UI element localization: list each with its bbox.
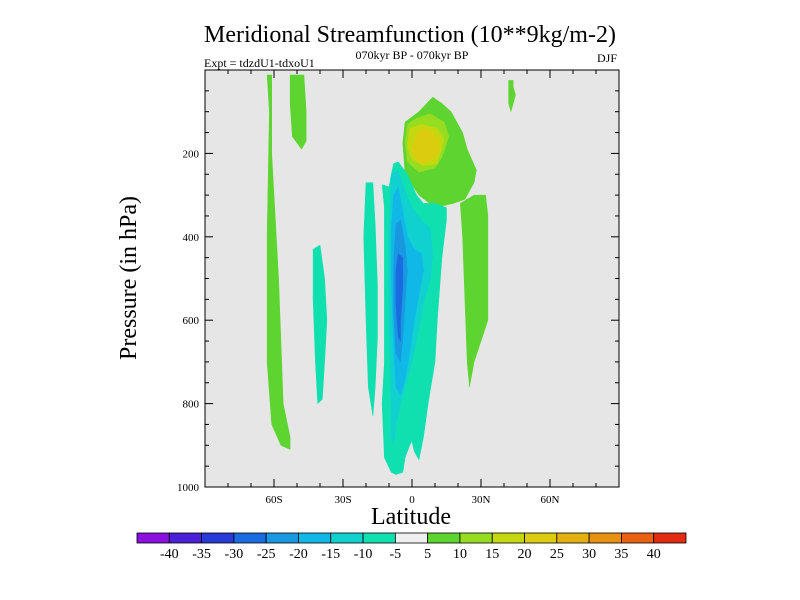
colorbar-label: -30 xyxy=(225,547,244,562)
contour-region-level-20 xyxy=(411,128,440,165)
colorbar-swatch xyxy=(136,532,170,544)
colorbar-swatch xyxy=(459,532,493,544)
colorbar-swatch xyxy=(330,532,364,544)
contour-region-level--5 xyxy=(363,182,378,417)
colorbar-label: 35 xyxy=(614,547,628,562)
colorbar-label: -5 xyxy=(390,547,402,562)
contour-region-level-5 xyxy=(460,194,489,387)
y-tick-label: 200 xyxy=(183,148,200,160)
colorbar-swatch xyxy=(491,532,525,544)
colorbar-swatch xyxy=(265,532,299,544)
x-tick-label: 60N xyxy=(541,494,560,506)
colorbar-label: -35 xyxy=(192,547,211,562)
colorbar-swatch xyxy=(427,532,461,544)
colorbar: -40 -35 -30 -25 -20 -15 -10 -5 5 10 15 20 25 30 35 40 xyxy=(136,532,687,562)
colorbar-swatch xyxy=(298,532,332,544)
colorbar-label: 20 xyxy=(518,547,532,562)
x-tick-label: 30S xyxy=(334,494,351,506)
colorbar-swatch xyxy=(556,532,590,544)
x-axis-label: Latitude xyxy=(371,504,451,530)
colorbar-swatch xyxy=(362,532,396,544)
x-tick-label: 30N xyxy=(472,494,491,506)
colorbar-label: -25 xyxy=(257,547,276,562)
chart-title: Meridional Streamfunction (10**9kg/m-2) xyxy=(204,22,616,48)
colorbar-swatch xyxy=(588,532,622,544)
contour-regions xyxy=(266,74,516,475)
contour-region-level--25 xyxy=(395,253,404,342)
y-tick-label: 400 xyxy=(183,232,200,244)
contour-region-level-5 xyxy=(266,74,291,450)
colorbar-swatch xyxy=(524,532,558,544)
colorbar-swatch xyxy=(168,532,202,544)
colorbar-label: 15 xyxy=(485,547,499,562)
colorbar-swatch xyxy=(201,532,235,544)
colorbar-label: -40 xyxy=(160,547,179,562)
y-tick-label: 800 xyxy=(183,399,200,411)
y-axis-ticks: 200 400 600 800 1000 xyxy=(177,148,619,494)
colorbar-label: 25 xyxy=(550,547,564,562)
y-axis-label: Pressure (in hPa) xyxy=(116,196,142,360)
colorbar-swatch xyxy=(394,532,429,544)
y-tick-label: 600 xyxy=(183,315,200,327)
subtitle-right: DJF xyxy=(597,51,617,65)
subtitle-center: 070kyr BP - 070kyr BP xyxy=(356,48,469,62)
x-tick-label: 60S xyxy=(265,494,282,506)
y-tick-label: 1000 xyxy=(177,482,200,494)
colorbar-label: -20 xyxy=(289,547,308,562)
x-tick-label: 0 xyxy=(409,494,415,506)
colorbar-label: 30 xyxy=(582,547,596,562)
minor-ticks xyxy=(205,70,619,487)
colorbar-label: 5 xyxy=(424,547,431,562)
subtitle-left: Expt = tdzdU1-tdxoU1 xyxy=(204,56,315,70)
colorbar-label: -10 xyxy=(354,547,373,562)
colorbar-swatch xyxy=(233,532,267,544)
colorbar-label: -15 xyxy=(321,547,340,562)
colorbar-swatch xyxy=(621,532,655,544)
contour-region-level-5 xyxy=(289,74,307,150)
colorbar-label: 10 xyxy=(453,547,467,562)
contour-region-level--5 xyxy=(312,244,328,405)
colorbar-label: 40 xyxy=(647,547,661,562)
x-axis-ticks: 60S 30S 0 30N 60N xyxy=(265,70,560,506)
colorbar-swatch xyxy=(653,532,687,544)
contour-region-level-5 xyxy=(508,80,516,113)
